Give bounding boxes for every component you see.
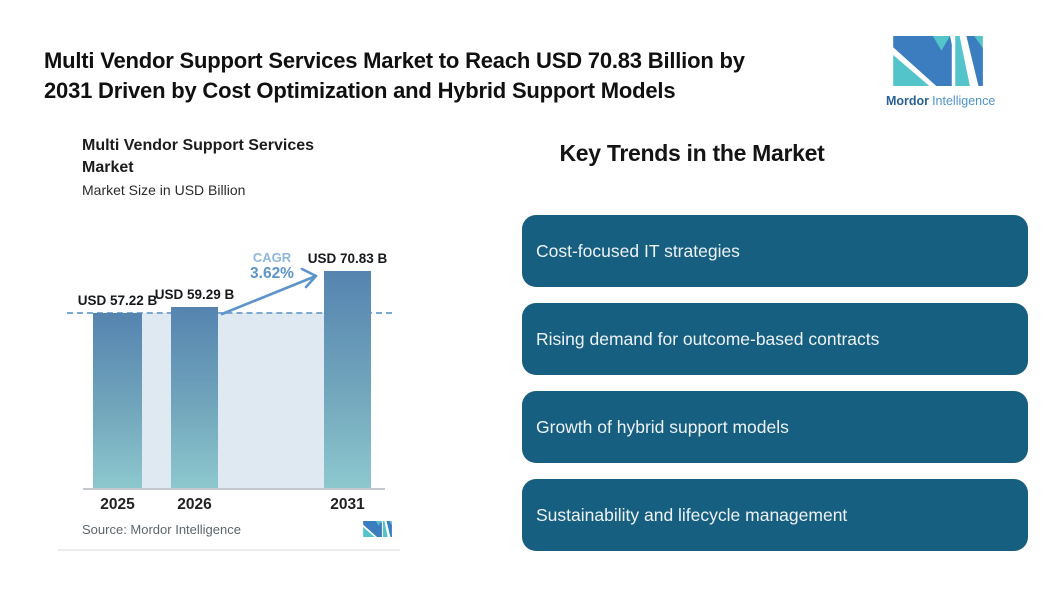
x-tick-2026: 2026 xyxy=(177,496,212,513)
brand-logo: Mordor Intelligence xyxy=(886,36,995,108)
source-text: Source: Mordor Intelligence xyxy=(82,521,241,537)
key-trends-list: Cost-focused IT strategies Rising demand… xyxy=(522,215,1028,567)
bar-rect-2026 xyxy=(171,307,218,489)
bar-2025: USD 57.22 B xyxy=(78,125,157,489)
growth-arrow-icon xyxy=(220,267,318,316)
chart-bottom-divider xyxy=(58,549,400,551)
trend-card-label: Rising demand for outcome-based contract… xyxy=(536,328,880,349)
bar-value-label-2025: USD 57.22 B xyxy=(77,293,158,308)
bar-value-label-2031: USD 70.83 B xyxy=(307,251,388,266)
cagr-value: 3.62% xyxy=(250,265,294,282)
trend-card-3: Growth of hybrid support models xyxy=(522,391,1028,463)
chart-source-row: Source: Mordor Intelligence xyxy=(82,521,392,537)
page-title-line-2: 2031 Driven by Cost Optimization and Hyb… xyxy=(44,77,676,103)
cagr-label: CAGR xyxy=(252,250,292,265)
chart-subtitle: Market Size in USD Billion xyxy=(82,182,246,198)
mordor-logo-icon xyxy=(893,36,983,86)
trend-card-label: Sustainability and lifecycle management xyxy=(536,504,848,525)
x-axis-line xyxy=(83,488,385,490)
x-tick-2025: 2025 xyxy=(100,496,135,513)
trend-card-2: Rising demand for outcome-based contract… xyxy=(522,303,1028,375)
chart-baseline-dashed-line xyxy=(67,312,392,314)
page-title: Multi Vendor Support Services Market to … xyxy=(44,46,884,106)
mordor-mini-logo-icon xyxy=(363,521,392,537)
trend-card-4: Sustainability and lifecycle management xyxy=(522,479,1028,551)
chart-title-line-1: Multi Vendor Support Services xyxy=(82,137,315,154)
trend-card-label: Growth of hybrid support models xyxy=(536,416,789,437)
bar-2031: USD 70.83 B xyxy=(308,125,387,489)
key-trends-heading: Key Trends in the Market xyxy=(559,140,825,166)
x-tick-2031: 2031 xyxy=(330,496,365,513)
chart-title-line-2: Market xyxy=(82,159,134,176)
page-title-line-1: Multi Vendor Support Services Market to … xyxy=(44,47,745,73)
trend-card-label: Cost-focused IT strategies xyxy=(536,240,740,261)
chart-title: Multi Vendor Support Services Market xyxy=(82,135,314,179)
brand-name-bold: Mordor xyxy=(886,94,930,108)
market-size-chart: Multi Vendor Support Services Market Mar… xyxy=(58,125,408,565)
brand-name: Mordor Intelligence xyxy=(886,94,995,108)
bar-rect-2025 xyxy=(93,313,142,489)
bar-value-label-2026: USD 59.29 B xyxy=(154,287,235,302)
brand-name-light: Intelligence xyxy=(932,94,996,108)
trend-card-1: Cost-focused IT strategies xyxy=(522,215,1028,287)
cagr-annotation: CAGR 3.62% xyxy=(234,250,310,283)
bar-2026: USD 59.29 B xyxy=(155,125,234,489)
bar-rect-2031 xyxy=(324,271,371,489)
